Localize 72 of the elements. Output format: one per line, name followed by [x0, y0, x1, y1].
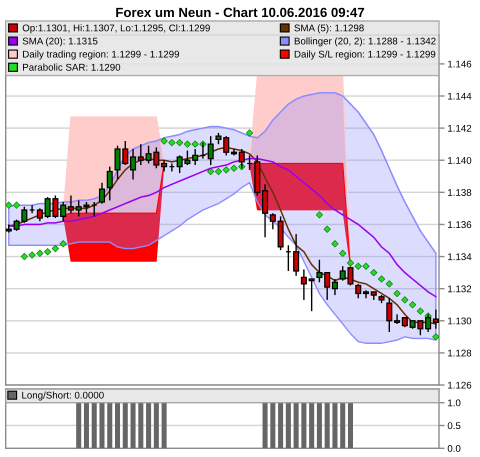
y-tick-label: 1.0: [448, 399, 460, 406]
legend-label: Daily S/L region: 1.1299 - 1.1299: [294, 50, 436, 60]
candlestick: [340, 266, 346, 282]
point: [339, 250, 346, 257]
point: [386, 280, 393, 288]
point: [316, 211, 324, 218]
point: [354, 262, 362, 270]
point: [160, 137, 168, 145]
point: [44, 248, 52, 256]
legend-label: SMA (20): 1.1315: [22, 37, 98, 46]
point: [176, 138, 184, 146]
point: [246, 129, 254, 137]
point: [12, 202, 20, 209]
point: [393, 290, 401, 298]
point: [401, 296, 408, 304]
y-tick-label: 1.132: [448, 285, 472, 292]
legend-label: Parabolic SAR: 1.1290: [23, 64, 120, 71]
y-tick-label: 1.138: [448, 189, 472, 196]
candlestick: [293, 233, 300, 277]
point: [324, 226, 331, 233]
legend-label: Daily trading region: 1.1299 - 1.1299: [23, 50, 180, 60]
y-tick-label: 1.130: [448, 318, 472, 324]
legend-label: Op:1.1301, Hi:1.1307, Lo:1.1295, Cl:1.1299: [22, 24, 210, 34]
point: [6, 202, 12, 209]
y-tick-label: 0.5: [448, 422, 460, 430]
point: [432, 333, 439, 340]
point: [362, 262, 370, 270]
point: [60, 240, 67, 248]
y-tick-label: 1.134: [448, 253, 472, 260]
candlestick: [98, 182, 106, 204]
y-tick-label: 1.140: [448, 156, 472, 164]
candlestick: [285, 244, 292, 272]
candlestick: [91, 201, 98, 218]
chart-title: Forex um Neun - Chart 10.06.2016 09:47: [116, 7, 364, 18]
y-tick-label: 1.126: [448, 382, 472, 389]
legend-label: SMA (5): 1.1298: [294, 24, 364, 34]
y-tick-label: 0.0: [448, 445, 460, 452]
point: [20, 252, 28, 260]
point: [416, 308, 424, 315]
point: [408, 301, 416, 308]
candlestick: [347, 267, 354, 286]
point: [184, 140, 192, 148]
legend-label: Long/Short: 0.0000: [22, 391, 104, 401]
candlestick: [106, 166, 113, 202]
y-tick-label: 1.144: [448, 92, 472, 100]
legend-label: Bollinger (20, 2): 1.1288 - 1.1342: [294, 37, 436, 46]
point: [36, 250, 44, 257]
y-tick-label: 1.136: [448, 221, 472, 228]
candlestick: [176, 154, 183, 174]
point: [378, 275, 386, 283]
point: [192, 140, 199, 148]
candlestick: [114, 145, 121, 180]
point: [214, 168, 222, 176]
y-tick-label: 1.142: [448, 124, 472, 132]
point: [28, 251, 36, 259]
point: [207, 168, 214, 176]
candlestick: [21, 206, 28, 224]
candlestick: [29, 204, 36, 214]
candlestick: [246, 154, 253, 171]
point: [230, 164, 238, 172]
point: [168, 138, 176, 146]
point: [370, 269, 378, 276]
candlestick: [208, 135, 214, 166]
y-tick-label: 1.146: [448, 60, 472, 68]
point: [331, 240, 339, 248]
candlestick: [432, 308, 439, 330]
point: [52, 244, 60, 252]
candlestick: [83, 201, 90, 214]
candlestick: [332, 278, 338, 296]
y-tick-label: 1.128: [448, 350, 472, 357]
point: [222, 166, 230, 174]
point: [346, 259, 354, 267]
